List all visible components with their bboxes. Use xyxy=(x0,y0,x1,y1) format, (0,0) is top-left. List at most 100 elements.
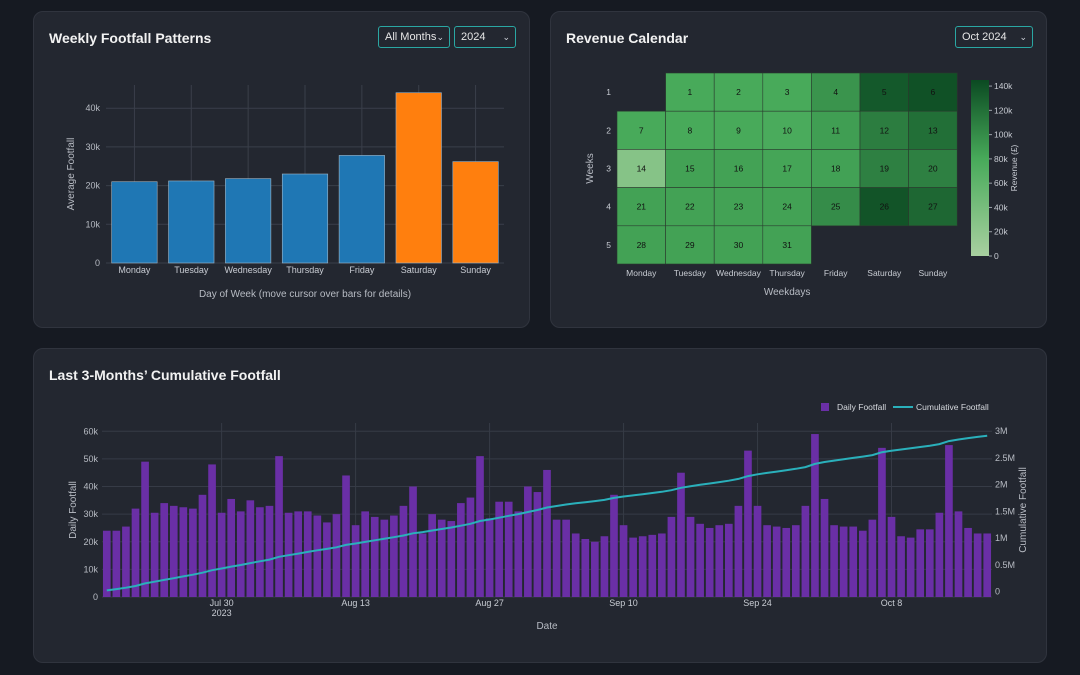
y-tick-label: 20k xyxy=(83,537,98,547)
calendar-day-label: 26 xyxy=(880,202,890,212)
x-axis-label: Weekdays xyxy=(764,287,811,298)
colorbar-tick-label: 140k xyxy=(994,81,1013,91)
calendar-day-label: 18 xyxy=(831,164,841,174)
daily-footfall-bar xyxy=(370,516,379,597)
year-select[interactable]: 2024 ⌄ xyxy=(454,26,516,48)
daily-footfall-bar xyxy=(313,515,322,597)
daily-footfall-bar xyxy=(648,534,657,597)
chevron-down-icon: ⌄ xyxy=(436,32,444,42)
daily-footfall-bar xyxy=(131,508,140,597)
daily-footfall-bar xyxy=(380,519,389,597)
bar-monday xyxy=(111,181,158,264)
revenue-calendar-title: Revenue Calendar xyxy=(566,30,689,46)
daily-footfall-bar xyxy=(935,512,944,597)
daily-footfall-bar xyxy=(437,519,446,597)
y-tick-label: 10k xyxy=(85,219,100,229)
weekday-tick-label: Friday xyxy=(824,268,848,278)
y2-tick-label: 2M xyxy=(995,480,1008,490)
cumulative-footfall-chart: 0 10k 20k 30k 40k 50k 60k 0 0.5M 1M 1.5M 2M 2.5M 3M Ju… xyxy=(68,402,1029,632)
y-axis-label: Average Footfall xyxy=(66,138,77,211)
calendar-cell xyxy=(859,110,909,150)
calendar-cell xyxy=(859,187,909,227)
month-select[interactable]: All Months ⌄ xyxy=(378,26,450,48)
daily-footfall-bar xyxy=(141,461,149,597)
x-tick-label: Saturday xyxy=(401,265,438,275)
daily-footfall-bar xyxy=(160,503,169,597)
calendar-cell xyxy=(762,187,812,227)
daily-footfall-bar xyxy=(361,511,369,597)
legend-daily-swatch xyxy=(821,403,829,411)
daily-footfall-bar xyxy=(744,450,752,597)
daily-footfall-bar xyxy=(581,539,590,597)
x-tick-label: Aug 13 xyxy=(341,598,370,608)
weekday-tick-label: Wednesday xyxy=(716,268,761,278)
calendar-day-label: 20 xyxy=(928,164,938,174)
daily-footfall-bar xyxy=(533,492,542,597)
bar-wednesday xyxy=(225,178,272,264)
x-tick-label: Sep 24 xyxy=(743,598,772,608)
cumulative-footfall-title: Last 3-Months’ Cumulative Footfall xyxy=(49,367,281,383)
weekday-tick-label: Monday xyxy=(626,268,657,278)
x-tick-label: Thursday xyxy=(286,265,324,275)
x-tick-label: Wednesday xyxy=(224,265,272,275)
daily-footfall-bar xyxy=(571,533,580,597)
daily-footfall-bar xyxy=(916,529,925,597)
daily-footfall-bar xyxy=(600,536,609,597)
daily-footfall-bar xyxy=(504,501,513,597)
y-tick-label: 20k xyxy=(85,181,100,191)
calendar-day-label: 29 xyxy=(685,240,695,250)
week-tick-label: 2 xyxy=(606,125,611,135)
daily-footfall-bar xyxy=(112,530,121,597)
y-tick-label: 10k xyxy=(83,564,98,574)
daily-footfall-bar xyxy=(763,525,771,597)
calendar-cell xyxy=(762,225,812,265)
y-axis-label: Weeks xyxy=(585,153,596,183)
x-tick-label: Aug 27 xyxy=(475,598,504,608)
calendar-month-select[interactable]: Oct 2024 ⌄ xyxy=(955,26,1033,48)
y-tick-label: 0 xyxy=(93,592,98,602)
calendar-cell xyxy=(908,187,958,227)
y2-tick-label: 2.5M xyxy=(995,453,1015,463)
calendar-day-label: 22 xyxy=(685,202,695,212)
daily-footfall-bar xyxy=(495,501,503,597)
daily-footfall-bar xyxy=(418,533,427,597)
daily-footfall-bar xyxy=(619,525,628,597)
calendar-day-label: 8 xyxy=(688,125,693,135)
colorbar-tick-label: 100k xyxy=(994,130,1013,140)
calendar-day-label: 24 xyxy=(782,202,792,212)
chevron-down-icon: ⌄ xyxy=(1019,32,1027,42)
calendar-day-label: 7 xyxy=(639,125,644,135)
weekly-footfall-chart: 0 10k 20k 30k 40k Monday Tuesday Wednesday Thurs… xyxy=(66,85,504,300)
daily-footfall-bar xyxy=(189,508,197,597)
x-tick-label: Sunday xyxy=(460,265,491,275)
daily-footfall-bar xyxy=(227,498,236,597)
daily-footfall-bar xyxy=(217,512,226,597)
x-tick-label: Sep 10 xyxy=(609,598,638,608)
y-tick-label: 30k xyxy=(85,142,100,152)
daily-footfall-bar xyxy=(303,511,312,597)
calendar-day-label: 6 xyxy=(931,87,936,97)
colorbar xyxy=(971,80,989,256)
daily-footfall-bar xyxy=(753,505,762,597)
daily-footfall-bar xyxy=(457,503,465,597)
daily-footfall-bar xyxy=(782,527,791,597)
daily-footfall-bar xyxy=(954,511,963,597)
calendar-cell xyxy=(811,149,861,188)
calendar-day-label: 9 xyxy=(736,125,741,135)
daily-footfall-bar xyxy=(399,505,408,597)
calendar-cell xyxy=(762,72,812,112)
x-tick-label: Oct 8 xyxy=(881,598,903,608)
daily-footfall-bar xyxy=(983,533,992,597)
bar-thursday xyxy=(281,173,329,264)
daily-footfall-bar xyxy=(868,519,877,597)
weekly-footfall-card: Weekly Footfall Patterns All Months ⌄ 20… xyxy=(33,11,530,328)
calendar-cell xyxy=(762,110,812,150)
colorbar-tick-label: 60k xyxy=(994,178,1008,188)
x-axis-label: Date xyxy=(536,621,558,632)
daily-footfall-bar xyxy=(820,498,829,597)
calendar-cell xyxy=(713,149,764,188)
daily-footfall-bar xyxy=(849,526,858,597)
daily-footfall-bar xyxy=(447,521,456,597)
weekday-tick-label: Sunday xyxy=(918,268,948,278)
